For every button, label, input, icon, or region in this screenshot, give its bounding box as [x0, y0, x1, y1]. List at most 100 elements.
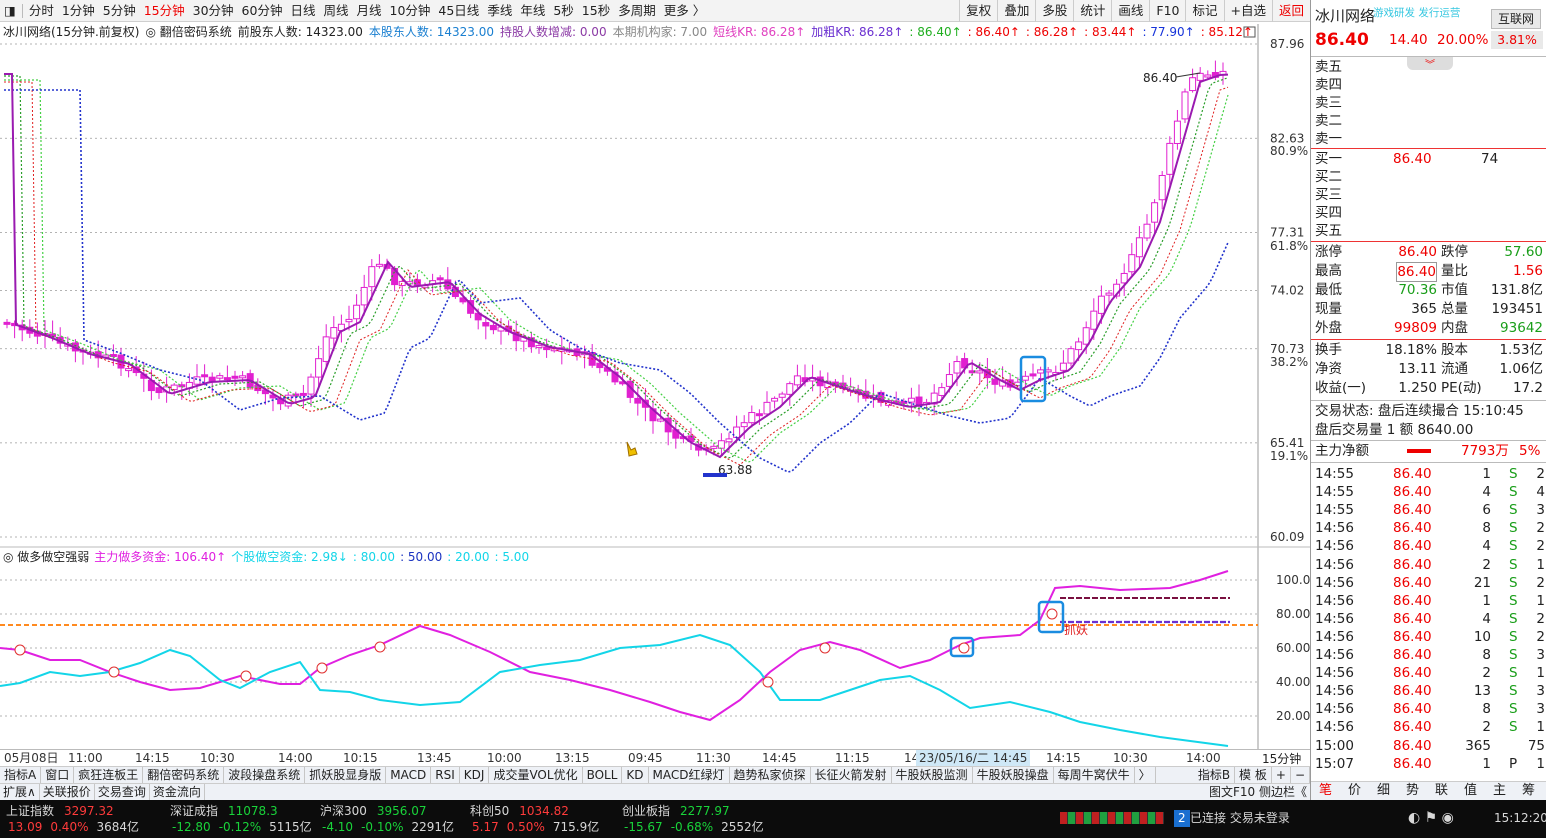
time-tick-label: 14:00 — [1186, 751, 1221, 765]
right-panel-tab[interactable]: 筹 — [1522, 783, 1536, 798]
indicator-tab[interactable]: 波段操盘系统 — [224, 767, 306, 783]
right-panel-tab[interactable]: 联 — [1435, 783, 1449, 798]
fib-pct-label: 38.2% — [1270, 355, 1308, 369]
tick-price: 86.40 — [1393, 520, 1432, 537]
indicator-tab[interactable]: 抓妖股显身版 — [305, 767, 387, 783]
period-tab[interactable]: 周线 — [323, 2, 349, 18]
tick-volume: 2 — [1482, 665, 1491, 682]
tick-count: 1 — [1536, 592, 1545, 609]
indicator-tab[interactable]: MACD红绿灯 — [649, 767, 730, 783]
kline-chart[interactable]: 87.96 82.63 77.31 74.02 70.73 65.41 60.09 80.9%… — [0, 24, 1310, 749]
index-quote[interactable]: 沪深300 3956.07 — [320, 803, 427, 820]
quote-row: 换手 18.18% 股本 1.53亿 — [1315, 341, 1546, 359]
right-panel-tab[interactable]: 价 — [1348, 783, 1362, 798]
period-tab[interactable]: 1分钟 — [61, 2, 95, 18]
quote-value: 17.2 — [1512, 380, 1543, 396]
period-tab[interactable]: 60分钟 — [241, 2, 283, 18]
connection-status[interactable]: 已连接 交易未登录 — [1190, 811, 1290, 825]
indicator-tab[interactable]: RSI — [431, 767, 460, 783]
indicator-tab[interactable]: 趋势私家侦探 — [730, 767, 811, 783]
period-tab[interactable]: 分时 — [28, 2, 54, 18]
right-panel-tab[interactable]: 值 — [1464, 783, 1478, 798]
tick-side: S — [1509, 484, 1518, 501]
indicator-tab[interactable]: BOLL — [583, 767, 623, 783]
period-tab[interactable]: 多周期 — [618, 2, 656, 18]
window-menu-icon[interactable]: ◨ — [4, 2, 16, 18]
index-quote[interactable]: 科创50 1034.82 — [470, 803, 569, 820]
indicator-tab[interactable]: 窗口 — [41, 767, 75, 783]
indicator-tab[interactable]: 翻倍密码系统 — [143, 767, 225, 783]
right-panel-tab[interactable]: 细 — [1377, 783, 1391, 798]
index-quote[interactable]: 创业板指 2277.97 — [622, 803, 730, 820]
indicator-tab[interactable]: KD — [622, 767, 649, 783]
indicator-tab[interactable]: 牛股妖股监测 — [892, 767, 973, 783]
tool-button[interactable]: 返回 — [1271, 0, 1310, 22]
sidebar-toggle[interactable]: 图文F10 侧边栏《 — [1209, 785, 1307, 799]
candle-body — [976, 370, 984, 374]
timeframe-label[interactable]: 15分钟 — [1262, 752, 1302, 766]
indicator-tab[interactable]: 牛股妖股操盘 — [973, 767, 1054, 783]
index-quote[interactable]: 深证成指 11078.3 — [170, 803, 278, 820]
high-price-label: 86.40 — [1143, 71, 1177, 85]
signal-circle-icon — [108, 666, 120, 678]
index-price: 3297.32 — [64, 804, 114, 818]
collapse-handle[interactable]: ︾ — [1407, 56, 1453, 71]
connection-badge[interactable]: 2 — [1174, 810, 1190, 827]
tick-side: S — [1509, 592, 1518, 609]
indicator-tab[interactable]: 成交量VOL优化 — [489, 767, 583, 783]
extension-tab[interactable]: 资金流向 — [150, 784, 205, 800]
tool-button[interactable]: 统计 — [1073, 0, 1111, 22]
indicator-tab[interactable]: + — [1272, 767, 1291, 783]
right-panel-tab[interactable]: 主 — [1493, 783, 1507, 798]
candle-body — [170, 384, 178, 391]
right-panel-tab[interactable]: 势 — [1406, 783, 1420, 798]
extension-tab[interactable]: 交易查询 — [95, 784, 150, 800]
period-tab[interactable]: 15秒 — [581, 2, 611, 18]
indicator-tab[interactable]: 指标B — [1194, 767, 1236, 783]
period-tab[interactable]: 月线 — [356, 2, 382, 18]
period-tab[interactable]: 季线 — [487, 2, 513, 18]
candle-body — [125, 368, 133, 372]
period-tab[interactable]: 5秒 — [553, 2, 574, 18]
tool-button[interactable]: +自选 — [1223, 0, 1272, 22]
quote-value: 86.40 — [1396, 262, 1437, 282]
period-tab[interactable]: 45日线 — [438, 2, 480, 18]
indicator-tab[interactable]: 每周牛窝伏牛 — [1054, 767, 1135, 783]
tick-count: 2 — [1536, 466, 1545, 482]
right-panel-tab[interactable]: 笔 — [1319, 783, 1333, 798]
period-tab[interactable]: 15分钟 — [143, 2, 185, 18]
period-tab[interactable]: 10分钟 — [389, 2, 431, 18]
tool-button[interactable]: 复权 — [959, 0, 997, 22]
period-tab[interactable]: 日线 — [290, 2, 316, 18]
indicator-tab[interactable]: 指标A — [0, 767, 42, 783]
indicator-tab[interactable]: 疯狂连板王 — [74, 767, 144, 783]
tool-button[interactable]: 画线 — [1111, 0, 1149, 22]
indicator-tab[interactable]: − — [1291, 767, 1310, 783]
net-flow-row[interactable]: 主力净额 7793万 5% — [1315, 442, 1546, 460]
settings-icon[interactable]: ◐ ⚑ ◉ — [1408, 810, 1454, 826]
tool-button[interactable]: F10 — [1149, 0, 1185, 22]
index-name: 科创50 — [470, 804, 510, 818]
indicator-tab[interactable]: KDJ — [460, 767, 490, 783]
period-tab[interactable]: 30分钟 — [192, 2, 234, 18]
quote-value: 18.18% — [1385, 342, 1437, 358]
quote-value: 99809 — [1394, 320, 1437, 336]
indicator-tab[interactable]: 长征火箭发射 — [811, 767, 892, 783]
indicator-tab[interactable]: 〉 — [1135, 767, 1156, 783]
sector-label[interactable]: 互联网 — [1491, 9, 1541, 29]
indicator-tab[interactable]: 模 板 — [1235, 767, 1272, 783]
signal-circle-icon — [958, 642, 970, 654]
indicator-tab[interactable]: MACD — [386, 767, 432, 783]
tool-button[interactable]: 多股 — [1035, 0, 1073, 22]
tool-button[interactable]: 叠加 — [997, 0, 1035, 22]
extension-tab[interactable]: 关联报价 — [40, 784, 95, 800]
quote-value: 1.53亿 — [1499, 342, 1543, 358]
quote-value: 193451 — [1491, 301, 1543, 317]
index-quote[interactable]: 上证指数 3297.32 — [6, 803, 114, 820]
tool-button[interactable]: 标记 — [1185, 0, 1223, 22]
extension-tab[interactable]: 扩展∧ — [0, 784, 40, 800]
tick-side: S — [1509, 556, 1518, 573]
period-tab[interactable]: 更多 〉 — [663, 2, 706, 18]
period-tab[interactable]: 年线 — [520, 2, 546, 18]
period-tab[interactable]: 5分钟 — [102, 2, 136, 18]
